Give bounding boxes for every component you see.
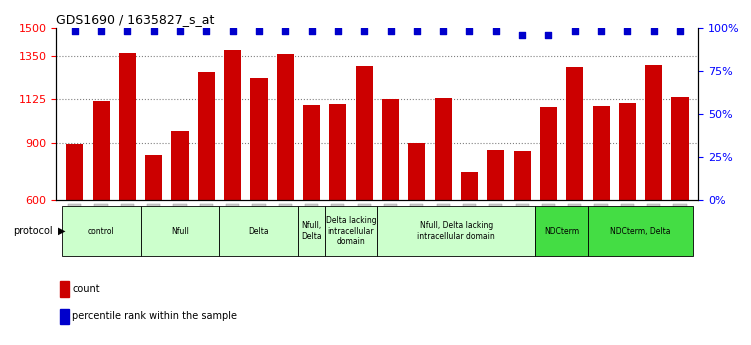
Bar <box>645 65 662 315</box>
Text: count: count <box>72 284 100 294</box>
Point <box>542 32 554 37</box>
Bar <box>671 97 689 315</box>
Point <box>674 28 686 34</box>
Point <box>385 28 397 34</box>
Point <box>95 28 107 34</box>
Text: Nfull,
Delta: Nfull, Delta <box>301 221 322 241</box>
Point <box>201 28 213 34</box>
Bar <box>461 172 478 315</box>
Point <box>490 28 502 34</box>
Text: percentile rank within the sample: percentile rank within the sample <box>72 312 237 321</box>
Bar <box>219 206 298 256</box>
Bar <box>140 206 219 256</box>
Point <box>437 28 449 34</box>
Point <box>411 28 423 34</box>
Bar <box>330 104 346 315</box>
Text: Nfull: Nfull <box>171 227 189 236</box>
Point <box>358 28 370 34</box>
Text: NDCterm: NDCterm <box>544 227 579 236</box>
Bar <box>224 50 241 315</box>
Point <box>621 28 633 34</box>
Bar <box>514 151 531 315</box>
Bar <box>298 206 324 256</box>
Bar <box>356 66 372 315</box>
Point <box>306 28 318 34</box>
Bar <box>409 142 425 315</box>
Bar <box>119 52 136 315</box>
Point <box>122 28 134 34</box>
Bar <box>487 150 505 315</box>
Bar <box>382 99 399 315</box>
Text: Delta: Delta <box>249 227 270 236</box>
Bar <box>303 105 320 315</box>
Point <box>463 28 475 34</box>
Bar <box>588 206 693 256</box>
Bar <box>171 131 189 315</box>
Point <box>253 28 265 34</box>
Bar <box>535 206 588 256</box>
Text: GDS1690 / 1635827_s_at: GDS1690 / 1635827_s_at <box>56 13 215 27</box>
Bar <box>593 106 610 315</box>
Bar <box>566 67 584 315</box>
Bar <box>62 206 140 256</box>
Text: control: control <box>88 227 114 236</box>
Point <box>148 28 160 34</box>
Point <box>647 28 659 34</box>
Bar <box>324 206 377 256</box>
Bar <box>66 144 83 315</box>
Point <box>332 28 344 34</box>
Bar <box>435 98 451 315</box>
Bar <box>619 103 636 315</box>
Point <box>595 28 607 34</box>
Bar <box>92 101 110 315</box>
Text: NDCterm, Delta: NDCterm, Delta <box>611 227 671 236</box>
Text: Delta lacking
intracellular
domain: Delta lacking intracellular domain <box>326 216 376 246</box>
Point <box>516 32 528 37</box>
Point <box>227 28 239 34</box>
Bar <box>145 155 162 315</box>
Bar <box>198 72 215 315</box>
Point <box>569 28 581 34</box>
Point <box>279 28 291 34</box>
Text: protocol: protocol <box>13 226 53 236</box>
Bar <box>378 206 535 256</box>
Point <box>174 28 186 34</box>
Bar <box>540 107 557 315</box>
Bar <box>276 55 294 315</box>
Point <box>69 28 81 34</box>
Text: Nfull, Delta lacking
intracellular domain: Nfull, Delta lacking intracellular domai… <box>418 221 495 241</box>
Text: ▶: ▶ <box>58 226 65 236</box>
Bar <box>250 78 267 315</box>
